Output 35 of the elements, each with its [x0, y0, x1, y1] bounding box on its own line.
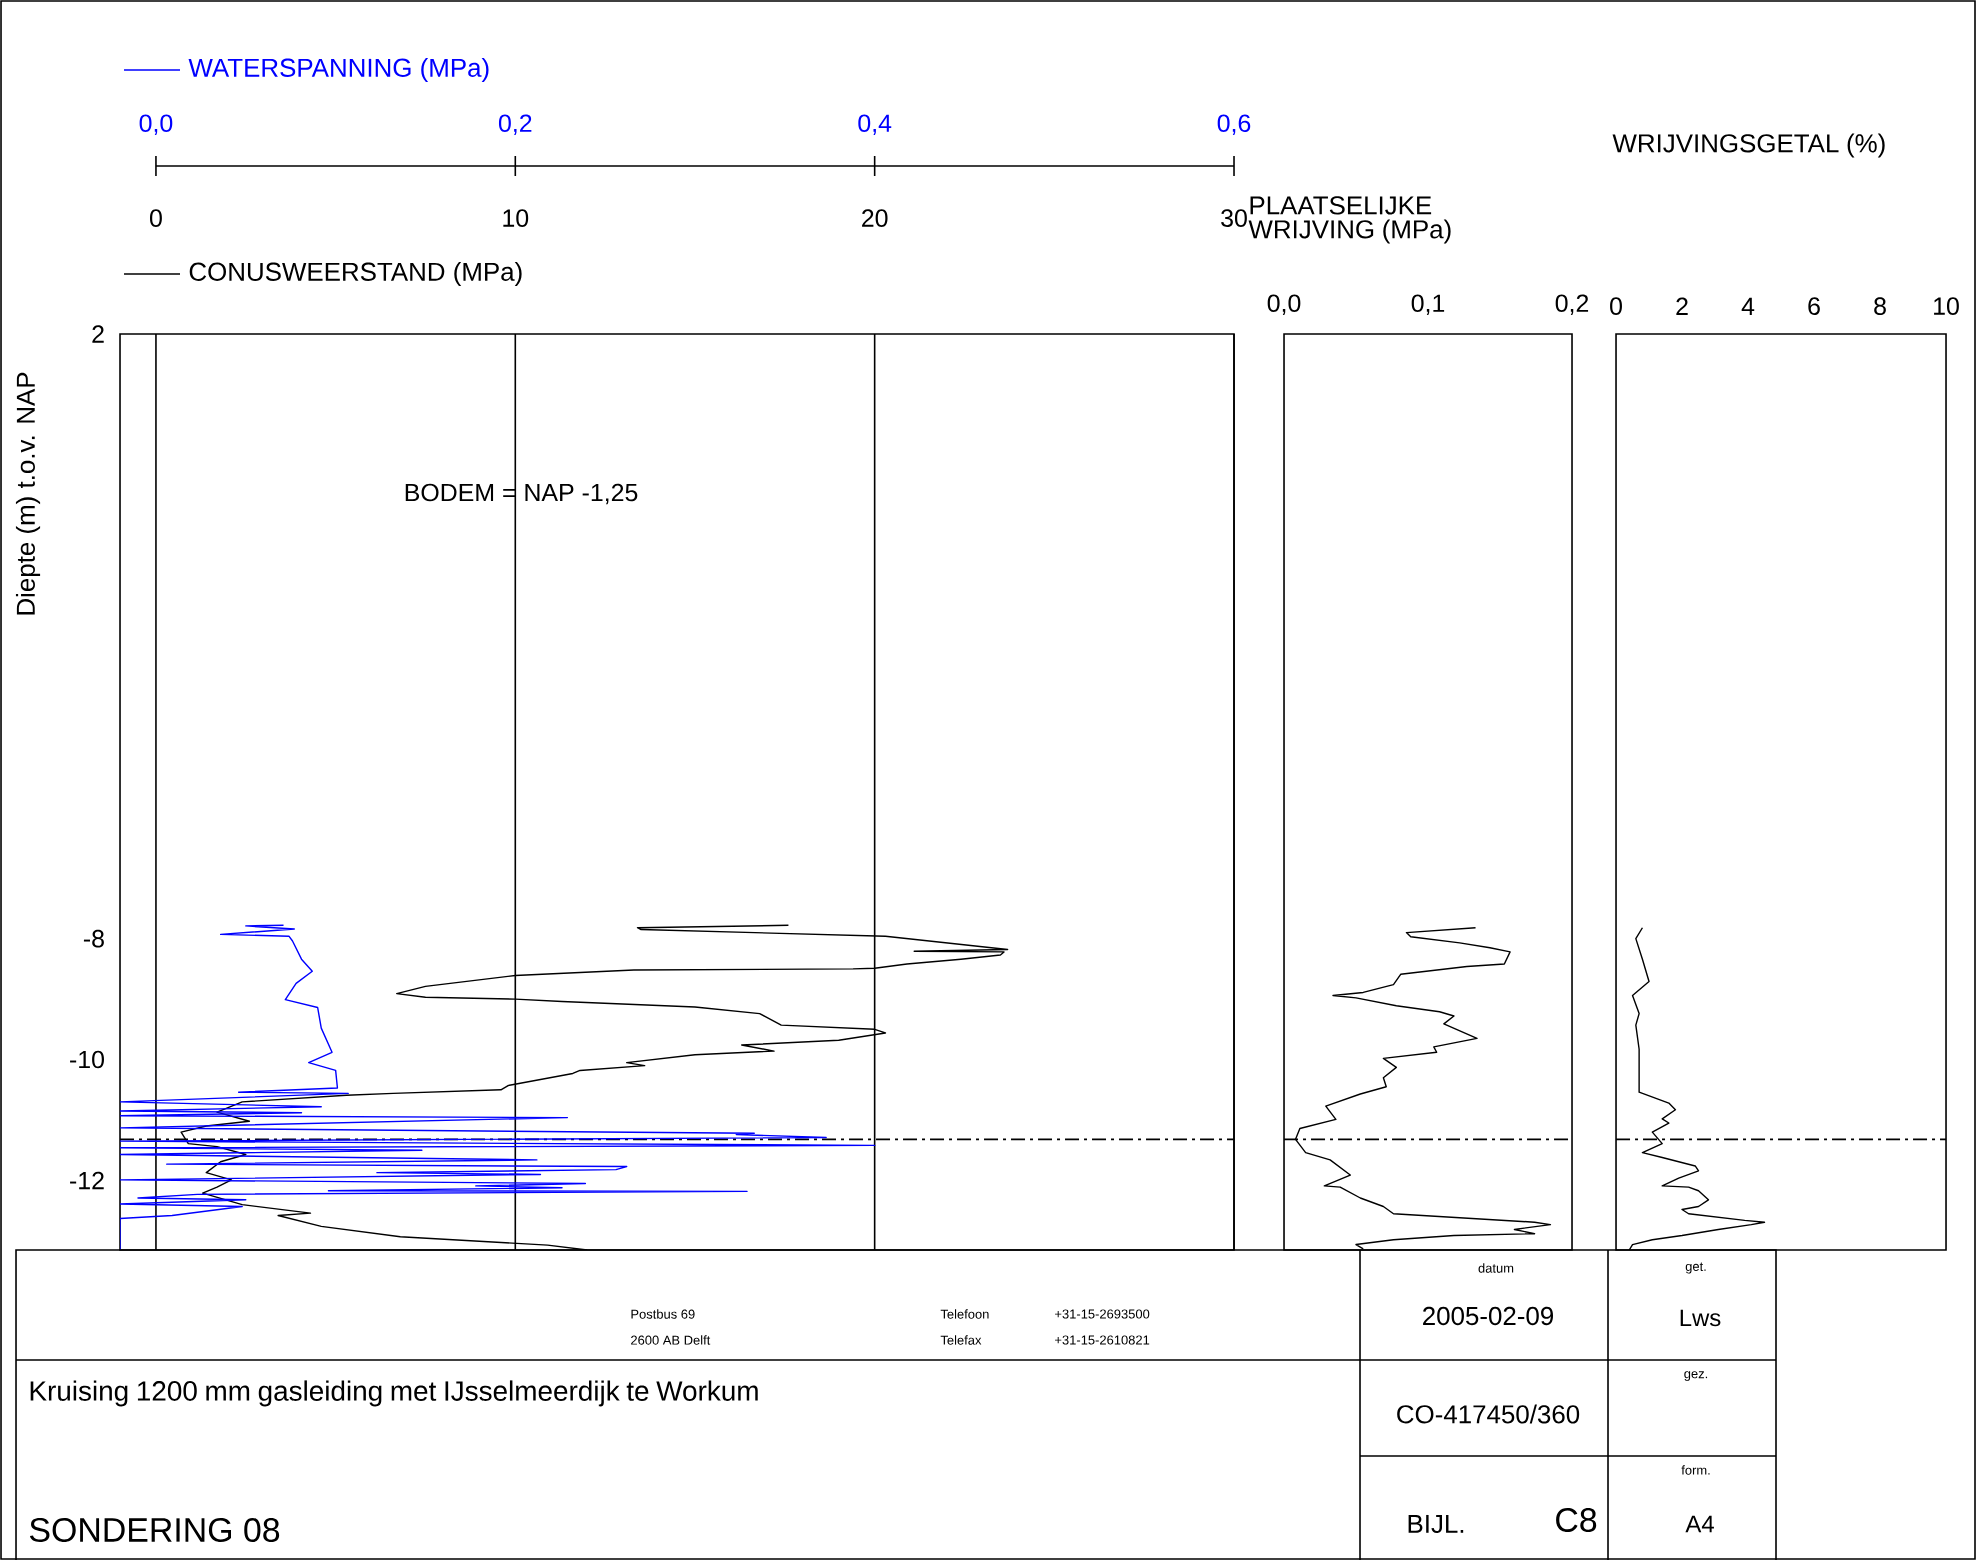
x2-tick-label: 0,0 — [139, 114, 173, 135]
x-tick-label: 2 — [1676, 297, 1688, 315]
x-axis-title: PLAATSELIJKE WRIJVING (MPa) — [1248, 196, 1451, 244]
text: 2005-02-09 — [1423, 1306, 1554, 1326]
x-tick-label: 0,2 — [1555, 294, 1589, 315]
x-tick-label: 8 — [1874, 297, 1886, 315]
legend-label: CONUSWEERSTAND (MPa) — [189, 261, 522, 287]
annotation: BODEM = NAP -1,25 — [405, 483, 638, 505]
x-tick-label: 0 — [149, 209, 162, 227]
x-tick-label: 10 — [503, 209, 529, 227]
x2-tick-label: 0,2 — [498, 114, 532, 135]
x-tick-label: 0 — [1610, 297, 1622, 315]
y-tick-label: 2 — [92, 325, 104, 343]
x-tick-label: 0,1 — [1411, 294, 1445, 315]
y-axis-title: Diepte (m) t.o.v. NAP — [15, 372, 41, 615]
x-tick-label: 4 — [1741, 297, 1755, 315]
x-tick-label: 30 — [1221, 209, 1247, 227]
legend-label: WATERSPANNING (MPa) — [188, 57, 489, 83]
text: Kruising 1200 mm gasleiding met IJsselmeerdijk te Workum — [30, 1380, 758, 1407]
x-tick-label: 6 — [1808, 297, 1820, 315]
x2-tick-label: 0,6 — [1217, 114, 1251, 135]
x-tick-label: 10 — [1934, 297, 1959, 315]
text: BIJL. — [1408, 1514, 1464, 1534]
text: A4 — [1685, 1515, 1714, 1533]
y-tick-label: -8 — [83, 929, 104, 948]
x2-tick-label: 0,4 — [858, 114, 892, 135]
text: SONDERING 08 — [29, 1517, 280, 1542]
x-tick-label: 20 — [862, 209, 888, 227]
y-tick-label: -10 — [70, 1050, 104, 1069]
text: CO-417450/360 — [1397, 1404, 1580, 1424]
x-axis-title: WRIJVINGSGETAL (%) — [1612, 133, 1885, 158]
text: Lws — [1680, 1309, 1721, 1327]
y-tick-label: -12 — [70, 1171, 104, 1190]
x-tick-label: 0,0 — [1267, 294, 1301, 315]
text: C8 — [1556, 1507, 1597, 1532]
